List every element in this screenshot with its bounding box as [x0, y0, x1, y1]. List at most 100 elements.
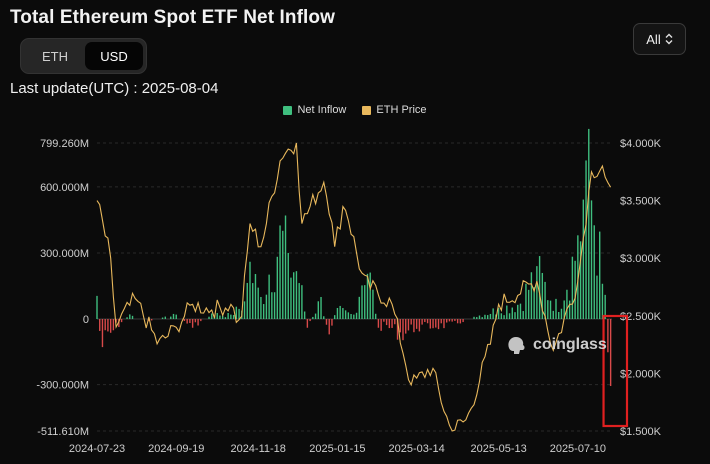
- net-inflow-bar: [552, 310, 554, 319]
- net-inflow-bar: [380, 319, 382, 331]
- net-inflow-bar: [328, 319, 330, 335]
- net-inflow-bar: [219, 315, 221, 319]
- net-inflow-bar: [306, 319, 309, 328]
- x-tick-label: 2025-07-10: [550, 443, 606, 455]
- net-inflow-bar: [170, 316, 172, 319]
- net-inflow-bar: [364, 285, 366, 319]
- net-inflow-bar: [432, 319, 434, 329]
- net-inflow-bar: [476, 317, 478, 319]
- net-inflow-bar: [604, 294, 606, 319]
- net-inflow-bar: [249, 261, 251, 319]
- net-inflow-bar: [366, 273, 369, 319]
- net-inflow-bar: [339, 305, 341, 319]
- net-inflow-bar: [585, 160, 587, 319]
- net-inflow-bar: [405, 319, 407, 334]
- net-inflow-bar: [164, 316, 167, 319]
- net-inflow-bar: [303, 311, 306, 319]
- net-inflow-bar: [413, 319, 415, 333]
- net-inflow-bar: [399, 319, 401, 333]
- net-inflow-bar: [295, 271, 298, 319]
- net-inflow-bar: [555, 298, 557, 319]
- net-inflow-bar: [118, 319, 120, 328]
- net-inflow-bar: [574, 260, 576, 319]
- net-inflow-bar: [579, 241, 582, 319]
- net-inflow-bar: [582, 199, 585, 319]
- net-inflow-bar: [273, 292, 276, 319]
- net-inflow-bar: [314, 313, 317, 319]
- net-inflow-bar: [331, 319, 333, 326]
- net-inflow-bar: [194, 319, 197, 323]
- net-inflow-bar: [410, 319, 412, 325]
- net-inflow-bar: [549, 300, 552, 319]
- net-inflow-bar: [271, 292, 273, 319]
- net-inflow-bar: [257, 287, 259, 319]
- y-right-tick-label: $3.000K: [620, 253, 662, 265]
- net-inflow-bar: [317, 301, 319, 319]
- net-inflow-bar: [402, 319, 404, 341]
- eth-toggle-button[interactable]: ETH: [42, 48, 68, 64]
- net-inflow-bar: [320, 296, 322, 319]
- net-inflow-bar: [284, 215, 287, 319]
- net-inflow-bar: [426, 319, 429, 324]
- net-inflow-bar: [560, 308, 563, 319]
- net-inflow-bar: [462, 319, 464, 323]
- net-inflow-bar: [323, 316, 325, 319]
- net-inflow-bar: [563, 300, 565, 319]
- net-inflow-bar: [347, 312, 350, 319]
- legend-label-net-inflow: Net Inflow: [297, 104, 347, 116]
- net-inflow-bar: [260, 296, 262, 319]
- usd-toggle-button[interactable]: USD: [85, 42, 143, 70]
- net-inflow-bar: [451, 319, 453, 322]
- net-inflow-bar: [530, 272, 533, 319]
- net-inflow-bar: [246, 282, 248, 319]
- legend-swatch-price: [362, 105, 372, 115]
- net-inflow-bar: [186, 319, 188, 324]
- net-inflow-bar: [519, 303, 522, 319]
- net-inflow-bar: [394, 319, 396, 325]
- legend-swatch-inflow: [283, 105, 293, 115]
- net-inflow-bar: [265, 294, 268, 319]
- net-inflow-bar: [454, 319, 456, 321]
- net-inflow-bar: [541, 272, 544, 319]
- net-inflow-bar: [161, 317, 164, 319]
- time-range-label: All: [646, 31, 661, 47]
- net-inflow-bar: [377, 319, 380, 328]
- net-inflow-bar: [148, 319, 150, 322]
- net-inflow-bar: [593, 225, 595, 319]
- net-inflow-bar: [388, 319, 391, 329]
- net-inflow-bar: [566, 289, 568, 319]
- net-inflow-bar: [120, 319, 123, 323]
- net-inflow-bar: [309, 319, 311, 322]
- net-inflow-bar: [383, 319, 385, 322]
- net-inflow-bar: [230, 314, 232, 319]
- net-inflow-bar: [101, 319, 104, 348]
- y-right-tick-label: $3.500K: [620, 196, 662, 208]
- net-inflow-bar: [484, 314, 486, 319]
- net-inflow-bar: [150, 319, 153, 321]
- net-inflow-bar: [492, 308, 494, 319]
- y-right-tick-label: $2.500K: [620, 311, 662, 323]
- legend-item-net-inflow[interactable]: Net Inflow: [283, 104, 346, 116]
- net-inflow-bar: [99, 319, 101, 331]
- net-inflow-bar: [336, 307, 339, 319]
- net-inflow-bar: [276, 256, 279, 319]
- net-inflow-bar: [224, 317, 227, 319]
- net-inflow-bar: [478, 315, 481, 319]
- watermark-text: coinglass: [533, 336, 607, 353]
- net-inflow-bar: [407, 319, 410, 331]
- net-inflow-bar: [601, 283, 604, 319]
- net-inflow-bar: [353, 314, 355, 319]
- net-inflow-bar: [129, 314, 131, 319]
- x-tick-label: 2024-07-23: [69, 443, 125, 455]
- legend-item-eth-price[interactable]: ETH Price: [362, 104, 427, 116]
- y-right-tick-label: $4.000K: [620, 138, 662, 150]
- legend-label-eth-price: ETH Price: [376, 104, 427, 116]
- time-range-select[interactable]: All: [633, 23, 686, 55]
- x-tick-label: 2024-09-19: [148, 443, 204, 455]
- net-inflow-bar: [609, 319, 612, 387]
- net-inflow-bar: [571, 256, 574, 319]
- net-inflow-bar: [486, 315, 489, 319]
- net-inflow-bar: [172, 313, 175, 319]
- net-inflow-bar: [440, 319, 442, 324]
